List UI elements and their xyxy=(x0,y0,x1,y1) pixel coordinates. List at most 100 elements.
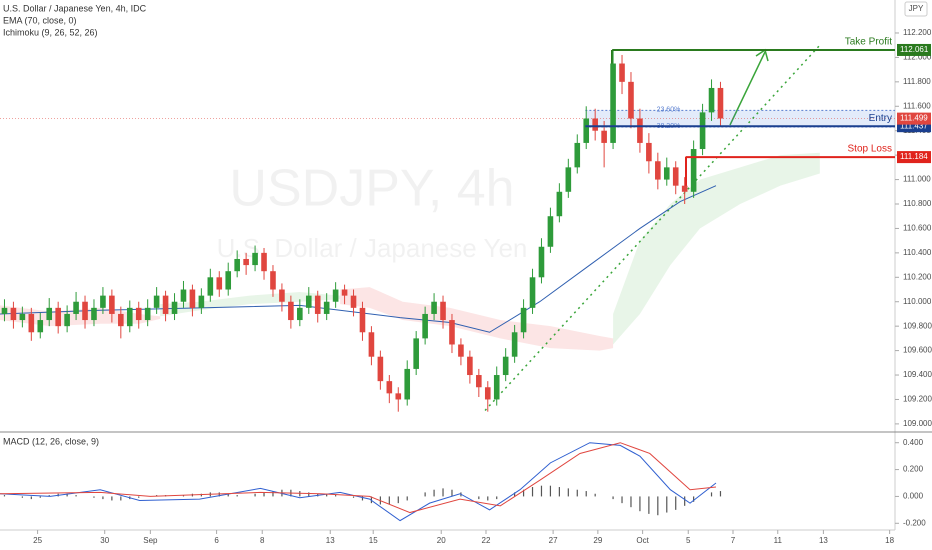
x-tick-label: 5 xyxy=(686,536,691,545)
ichimoku-cloud xyxy=(613,152,820,345)
y-tick-label: 109.200 xyxy=(903,395,932,404)
candle-body xyxy=(341,289,348,296)
candle-body xyxy=(234,258,240,272)
macd-y-tick-label: 0.000 xyxy=(903,492,924,501)
candle-body xyxy=(37,320,44,333)
candle-body xyxy=(655,161,661,180)
watermark-subtitle: U.S. Dollar / Japanese Yen xyxy=(217,233,528,263)
watermark: USDJPY, 4h xyxy=(229,160,514,218)
x-tick-label: Oct xyxy=(636,536,649,545)
candle-body xyxy=(395,393,402,400)
candle-body xyxy=(511,332,518,357)
candle-body xyxy=(198,295,205,308)
candle-body xyxy=(126,307,133,327)
candle-body xyxy=(422,313,428,339)
y-tick-label: 111.800 xyxy=(903,77,931,86)
candle-body xyxy=(619,63,625,82)
y-tick-label: 110.600 xyxy=(903,224,932,233)
x-tick-label: 11 xyxy=(774,536,783,545)
macd-line xyxy=(0,442,717,522)
ichimoku-cloud xyxy=(160,291,341,317)
level-name: Entry xyxy=(869,113,892,124)
y-tick-label: 109.000 xyxy=(903,419,932,428)
price-box xyxy=(897,112,931,125)
candle-body xyxy=(681,185,688,192)
candle-body xyxy=(458,344,464,357)
candle-body xyxy=(252,252,258,266)
candle-body xyxy=(547,216,554,247)
candle-body xyxy=(1,307,8,314)
candle-body xyxy=(386,381,393,394)
candle-body xyxy=(592,118,598,131)
candle-body xyxy=(493,375,500,400)
y-tick-label: 110.400 xyxy=(903,248,932,257)
candle-body xyxy=(288,301,294,321)
x-tick-label: 7 xyxy=(731,536,736,545)
candle-body xyxy=(368,332,375,357)
watermark-group: USDJPY, 4h U.S. Dollar / Japanese Yen xyxy=(217,160,528,263)
macd-legend: MACD (12, 26, close, 9) xyxy=(3,436,99,446)
candle-body xyxy=(10,307,17,321)
currency-box[interactable] xyxy=(904,1,928,17)
candle-body xyxy=(556,191,563,217)
candle-body xyxy=(323,301,330,314)
candle-body xyxy=(610,63,616,143)
ichimoku-legend: Ichimoku (9, 26, 52, 26) xyxy=(3,27,98,37)
ichimoku-cloud xyxy=(340,287,614,351)
x-tick-label: 6 xyxy=(214,536,219,545)
candle-body xyxy=(135,307,142,321)
macd-line xyxy=(0,442,717,514)
price-box-label: 111.499 xyxy=(900,114,928,123)
chart-title: U.S. Dollar / Japanese Yen, 4h, IDC xyxy=(3,3,147,13)
candle-body xyxy=(359,307,366,333)
y-tick-label: 110.200 xyxy=(903,272,932,281)
candle-body xyxy=(46,307,53,321)
candle-body xyxy=(502,356,509,376)
x-tick-label: 13 xyxy=(819,536,828,545)
x-tick-label: 8 xyxy=(260,536,265,545)
candle-body xyxy=(28,313,35,333)
x-tick-label: 27 xyxy=(549,536,558,545)
candle-body xyxy=(717,87,724,119)
candle-body xyxy=(73,301,79,314)
candle-body xyxy=(261,252,267,272)
price-box xyxy=(897,151,931,164)
macd-y-tick-label: 0.200 xyxy=(903,465,924,474)
y-tick-label: 111.000 xyxy=(903,175,931,184)
candle-body xyxy=(404,368,411,400)
candle-body xyxy=(162,295,169,314)
x-tick-label: 20 xyxy=(437,536,446,545)
y-tick-label: 110.800 xyxy=(903,199,932,208)
price-box-label: 112.061 xyxy=(900,45,929,54)
y-tick-label: 112.200 xyxy=(903,28,932,37)
macd-y-tick-label: -0.200 xyxy=(903,518,926,527)
currency[interactable]: JPY xyxy=(909,4,924,13)
candle-body xyxy=(646,142,652,162)
y-tick-label: 109.400 xyxy=(903,370,932,379)
candle-body xyxy=(55,307,61,327)
candle-body xyxy=(413,338,419,369)
x-tick-label: 25 xyxy=(33,536,42,545)
ema-line xyxy=(0,185,717,333)
candle-body xyxy=(180,289,187,302)
candle-body xyxy=(225,271,232,290)
candle-body xyxy=(637,118,643,143)
candle-body xyxy=(467,356,473,376)
y-tick-label: 109.600 xyxy=(903,346,932,355)
price-box-label: 111.437 xyxy=(900,121,928,130)
candle-body xyxy=(529,277,536,308)
candle-body xyxy=(171,301,178,314)
candle-body xyxy=(476,375,482,388)
y-tick-label: 109.800 xyxy=(903,321,932,330)
candle-body xyxy=(332,289,339,302)
candle-body xyxy=(520,307,527,333)
x-tick-label: Sep xyxy=(143,536,158,545)
trendline xyxy=(484,44,821,411)
candle-body xyxy=(297,307,303,321)
fib-label: 23.60% xyxy=(657,106,681,113)
candle-body xyxy=(64,313,70,327)
candle-body xyxy=(270,271,276,290)
candle-body xyxy=(216,277,223,290)
